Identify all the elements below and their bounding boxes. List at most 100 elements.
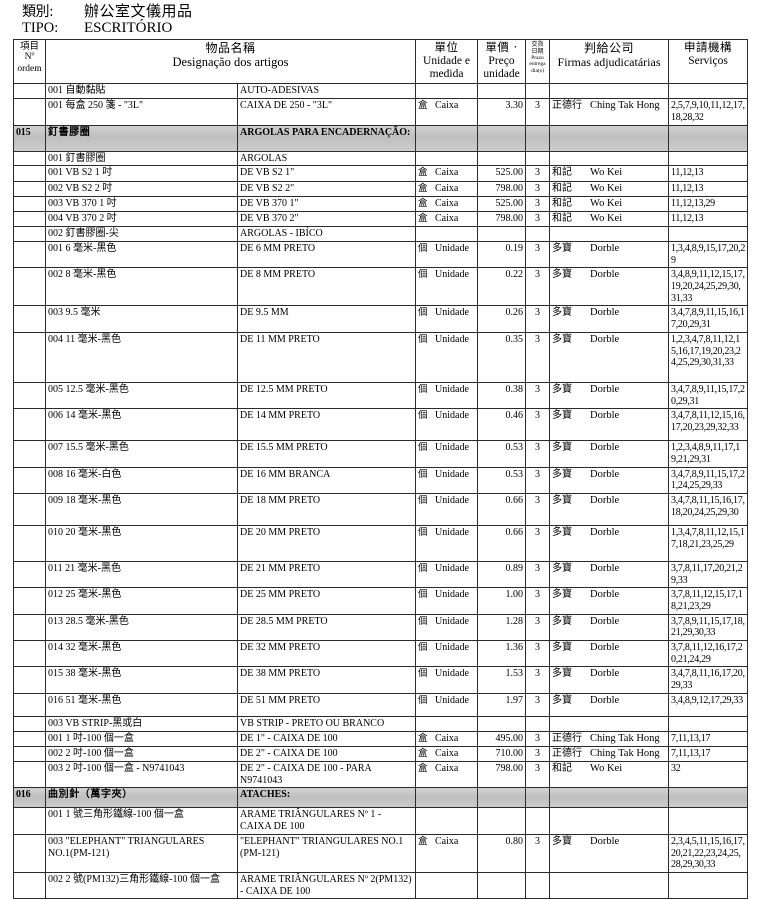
cell-desc: 004 11 毫米-黑色 [45,331,238,383]
cell-firm: 多寶 Dorble [549,666,670,694]
cell-firm: 和記 Wo Kei [549,211,670,228]
cell-price [477,124,527,152]
cell-firm [549,226,670,243]
cell-desc: 釘書膠圈 [45,124,238,152]
cell-firm-zh: 和記 [552,182,573,194]
cell-num [13,195,46,213]
cell-desc: 015 38 毫米-黑色 [45,666,238,694]
cell-firm [549,83,670,100]
cell-pt: CAIXA DE 250 - "3L" [236,98,417,126]
cell-serv [668,124,749,152]
cell-unit: 盒 Caixa [415,211,479,228]
cell-serv: 3,7,8,11,17,20,21,29,33 [668,560,749,589]
cell-price [477,807,527,835]
cell-unit: 盒 Caixa [415,745,479,763]
cell-unit: 盒 Caixa [415,195,479,213]
cell-num [13,666,46,694]
column-header-item-number-ordem: ordem [17,63,42,74]
cell-unit-pt: Unidade [435,383,469,395]
cell-unit [415,83,479,100]
column-header-firm-zh: 判給公司 [584,40,635,55]
cell-unit: 個 Unidade [415,692,479,717]
cell-days: 3 [525,165,551,182]
cell-pt: DE 11 MM PRETO [236,331,417,383]
cell-days: 3 [525,305,551,333]
cell-firm-zh: 多寶 [552,269,573,281]
cell-days: 3 [525,195,551,213]
column-header-designation-zh: 物品名稱 [205,40,256,55]
cell-serv [668,226,749,243]
table-row: 001 每盒 250 箋 - "3L" CAIXA DE 250 - "3L" 盒 C… [13,98,749,126]
cell-firm-zh: 多寶 [552,307,573,319]
cell-firm-pt: Dorble [590,442,620,454]
table-row: 015 38 毫米-黑色 DE 38 MM PRETO 個 Unidade 1.53 3 多… [13,666,749,694]
cell-price [477,871,527,899]
table-body: 001 自動黏貼 AUTO-ADESIVAS 001 每盒 250 箋 - "3L"… [13,83,749,899]
cell-firm: 多寶 Dorble [549,833,670,873]
cell-serv: 3,4,7,8,9,11,15,17,21,24,25,29,33 [668,466,749,494]
cell-num [13,381,46,410]
cell-num [13,305,46,333]
cell-firm: 多寶 Dorble [549,466,670,494]
table-row: 002 2 吋-100 個一盒 DE 2" - CAIXA DE 100 盒 Caix… [13,745,749,763]
table-row: 002 2 號(PM132)三角形鐵線-100 個一盒 ARAME TRIÂNGU… [13,871,749,899]
cell-desc: 001 1 號三角形鐵線-100 個一盒 [45,807,238,835]
cell-firm [549,124,670,152]
table-row: 016 51 毫米-黑色 DE 51 MM PRETO 個 Unidade 1.97 3 多… [13,692,749,717]
cell-serv [668,871,749,899]
cell-unit: 個 Unidade [415,440,479,468]
cell-firm-zh: 正德行 [552,732,583,744]
cell-serv: 7,11,13,17 [668,730,749,747]
cell-unit: 個 Unidade [415,267,479,307]
cell-num [13,226,46,243]
table-row: 011 21 毫米-黑色 DE 21 MM PRETO 個 Unidade 0.89 3 多… [13,560,749,589]
cell-pt: ARAME TRIÂNGULARES Nº 1 - CAIXA DE 100 [236,807,417,835]
cell-pt: DE 6 MM PRETO [236,241,417,269]
cell-days [525,150,551,167]
cell-unit: 個 Unidade [415,466,479,494]
column-header-firm-pt: Firmas adjudicatárias [557,55,661,70]
cell-price: 0.80 [477,833,527,873]
cell-unit: 個 Unidade [415,524,479,562]
cell-firm-zh: 多寶 [552,468,573,480]
cell-price [477,150,527,167]
cell-serv: 3,4,7,8,9,11,15,16,17,20,29,31 [668,305,749,333]
cell-firm: 多寶 Dorble [549,305,670,333]
cell-serv: 11,12,13 [668,211,749,228]
table-row: 005 12.5 毫米-黑色 DE 12.5 MM PRETO 個 Unidade 0.… [13,381,749,410]
cell-firm-zh: 多寶 [552,494,573,506]
cell-serv: 3,4,8,9,12,17,29,33 [668,692,749,717]
cell-firm-zh: 多寶 [552,589,573,601]
column-header-price-pt-2: unidade [483,68,520,81]
cell-unit-pt: Unidade [435,589,469,601]
cell-price [477,715,527,732]
cell-serv: 7,11,13,17 [668,745,749,763]
cell-pt: DE 2" - CAIXA DE 100 - PARA N9741043 [236,761,417,789]
cell-unit-pt: Unidade [435,333,469,345]
cell-unit-pt: Unidade [435,494,469,506]
cell-serv: 2,5,7,9,10,11,12,17,18,28,32 [668,98,749,126]
cell-num [13,211,46,228]
cell-desc: 001 自動黏貼 [45,83,238,100]
cell-unit [415,150,479,167]
cell-price [477,787,527,809]
cell-firm-zh: 多寶 [552,383,573,395]
cell-unit: 個 Unidade [415,560,479,589]
cell-serv: 3,4,7,8,11,15,16,17,18,20,24,25,29,30 [668,492,749,526]
cell-firm-pt: Dorble [590,694,620,706]
cell-unit-zh: 盒 [418,763,428,775]
cell-firm: 多寶 Dorble [549,381,670,410]
column-header-days-pt-1: Prazo [531,55,544,62]
cell-unit-zh: 個 [418,526,428,538]
cell-unit-zh: 個 [418,468,428,480]
cell-price: 798.00 [477,211,527,228]
cell-price: 0.19 [477,241,527,269]
cell-unit: 盒 Caixa [415,730,479,747]
cell-unit-pt: Caixa [435,835,459,847]
cell-price: 1.00 [477,587,527,615]
cell-firm-zh: 多寶 [552,333,573,345]
cell-num [13,331,46,383]
heading-categoria-value: 辦公室文儀用品 [84,2,193,20]
cell-firm-zh: 多寶 [552,694,573,706]
cell-firm: 多寶 Dorble [549,524,670,562]
